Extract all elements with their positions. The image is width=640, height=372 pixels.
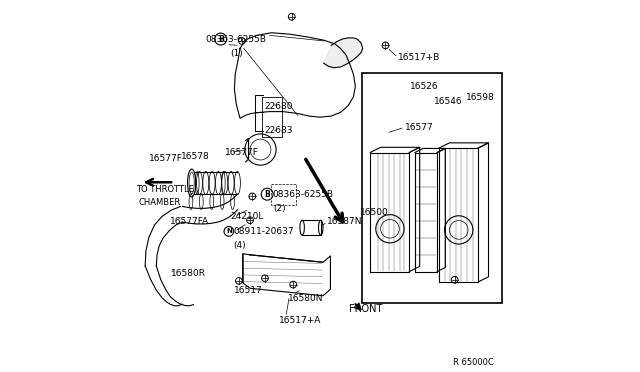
- Text: (1): (1): [230, 49, 243, 58]
- Text: 16580R: 16580R: [170, 269, 205, 278]
- Text: 16517+A: 16517+A: [279, 316, 321, 325]
- Text: 22680: 22680: [264, 102, 292, 110]
- Text: 16517+B: 16517+B: [398, 53, 440, 62]
- Text: R 65000C: R 65000C: [453, 358, 494, 367]
- Text: FRONT: FRONT: [349, 304, 382, 314]
- Text: 08363-6255B: 08363-6255B: [273, 190, 333, 199]
- Text: B: B: [218, 35, 223, 44]
- Text: 22683: 22683: [264, 126, 292, 135]
- Text: 16546: 16546: [433, 97, 462, 106]
- Text: 16578: 16578: [180, 152, 209, 161]
- Polygon shape: [324, 38, 363, 68]
- Text: 08911-20637: 08911-20637: [234, 227, 294, 236]
- Bar: [362, 73, 502, 303]
- Text: N: N: [226, 228, 232, 234]
- Text: 16500: 16500: [360, 208, 389, 217]
- Text: 16587N: 16587N: [328, 217, 363, 226]
- Text: B: B: [264, 190, 270, 199]
- Text: (2): (2): [273, 204, 286, 213]
- Text: TO THROTTLE: TO THROTTLE: [136, 185, 194, 194]
- Text: 16598: 16598: [466, 93, 495, 102]
- Text: 16577F: 16577F: [225, 148, 259, 157]
- Text: 24210L: 24210L: [230, 212, 263, 221]
- Text: 16577F: 16577F: [149, 154, 183, 163]
- Text: 16577FA: 16577FA: [170, 217, 209, 226]
- Text: 16517: 16517: [234, 286, 263, 295]
- Text: 16577: 16577: [405, 123, 433, 132]
- Text: 16526: 16526: [410, 82, 438, 91]
- Text: 08363-6255B: 08363-6255B: [206, 35, 267, 44]
- Text: (4): (4): [234, 241, 246, 250]
- Text: CHAMBER: CHAMBER: [138, 198, 180, 207]
- Text: 16580N: 16580N: [289, 294, 324, 303]
